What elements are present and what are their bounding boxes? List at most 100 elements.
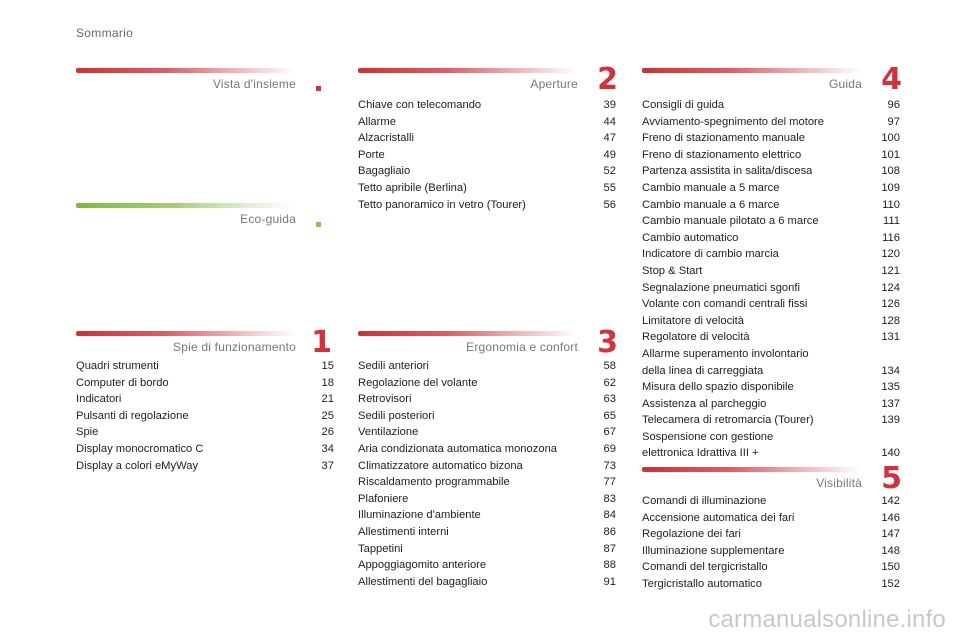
toc-entry[interactable]: Partenza assistita in salita/discesa 108	[642, 163, 900, 180]
toc-entry[interactable]: Illuminazione d'ambiente 84	[358, 507, 616, 524]
section-divider-bar	[76, 68, 296, 73]
toc-entry[interactable]: Tappetini 87	[358, 541, 616, 558]
toc-entry-label: Tetto panoramico in vetro (Tourer)	[358, 198, 526, 211]
toc-entry-page: 100	[881, 132, 900, 145]
toc-entry[interactable]: Aria condizionata automatica monozona 69	[358, 441, 616, 458]
toc-entry[interactable]: Indicatori 21	[76, 391, 334, 408]
toc-entry-page: 37	[321, 459, 334, 472]
section-marker-icon	[316, 222, 321, 227]
toc-list-visibilita: Comandi di illuminazione 142 Accensione au…	[642, 493, 900, 593]
section-eco-header: Eco-guida	[76, 203, 330, 233]
toc-entry[interactable]: Regolatore di velocità 131	[642, 329, 900, 346]
toc-entry[interactable]: Illuminazione supplementare 148	[642, 543, 900, 560]
toc-entry[interactable]: Assistenza al parcheggio 137	[642, 396, 900, 413]
toc-entry-page: 44	[603, 115, 616, 128]
toc-entry[interactable]: Pulsanti di regolazione 25	[76, 408, 334, 425]
toc-entry[interactable]: Cambio manuale a 5 marce 109	[642, 180, 900, 197]
toc-entry[interactable]: Retrovisori 63	[358, 391, 616, 408]
toc-entry-page: 146	[881, 511, 900, 524]
toc-entry[interactable]: Regolazione dei fari 147	[642, 526, 900, 543]
toc-entry[interactable]: Display monocromatico C 34	[76, 441, 334, 458]
toc-entry-label: Sospensione con gestione elettronica Idr…	[642, 430, 774, 460]
toc-entry[interactable]: Telecamera di retromarcia (Tourer) 139	[642, 412, 900, 429]
toc-entry-page: 101	[881, 148, 900, 161]
toc-entry-page: 137	[881, 397, 900, 410]
toc-entry[interactable]: Bagagliaio 52	[358, 163, 616, 180]
toc-entry[interactable]: Misura dello spazio disponibile 135	[642, 379, 900, 396]
toc-entry-page: 73	[603, 459, 616, 472]
toc-entry-page: 96	[887, 99, 900, 111]
toc-entry-label: Segnalazione pneumatici sgonfi	[642, 281, 800, 294]
section-marker-icon	[316, 86, 321, 91]
toc-entry-label: Indicatori	[76, 393, 122, 406]
toc-entry-page: 77	[603, 476, 616, 489]
toc-entry[interactable]: Tetto apribile (Berlina) 55	[358, 180, 616, 197]
toc-entry[interactable]: Spie 26	[76, 424, 334, 441]
toc-entry[interactable]: Sedili posteriori 65	[358, 408, 616, 425]
toc-entry[interactable]: Comandi di illuminazione 142	[642, 493, 900, 510]
toc-entry[interactable]: Allestimenti del bagagliaio 91	[358, 574, 616, 591]
toc-entry-page: 84	[603, 509, 616, 522]
section-divider-bar	[76, 203, 296, 208]
toc-entry-label: Cambio manuale a 6 marce	[642, 198, 780, 211]
toc-entry-label: Tappetini	[358, 542, 403, 555]
toc-entry[interactable]: Indicatore di cambio marcia 120	[642, 246, 900, 263]
toc-entry[interactable]: Stop & Start 121	[642, 263, 900, 280]
toc-entry[interactable]: Computer di bordo 18	[76, 375, 334, 392]
toc-entry-page: 25	[321, 409, 334, 422]
toc-entry-page: 67	[603, 426, 616, 439]
toc-entry-label: Porte	[358, 148, 385, 161]
toc-entry[interactable]: Cambio automatico 116	[642, 230, 900, 247]
toc-entry[interactable]: Segnalazione pneumatici sgonfi 124	[642, 280, 900, 297]
toc-entry[interactable]: Ventilazione 67	[358, 424, 616, 441]
toc-entry[interactable]: Quadri strumenti 15	[76, 358, 334, 375]
toc-entry[interactable]: Allestimenti interni 86	[358, 524, 616, 541]
section-number: 4	[881, 62, 902, 97]
toc-entry[interactable]: Plafoniere 83	[358, 491, 616, 508]
toc-entry[interactable]: Allarme superamento involontario della l…	[642, 346, 900, 379]
toc-entry[interactable]: Sedili anteriori 58	[358, 358, 616, 375]
toc-entry[interactable]: Sospensione con gestione elettronica Idr…	[642, 429, 900, 462]
section-title: Vista d'insieme	[212, 77, 296, 91]
toc-entry[interactable]: Accensione automatica dei fari 146	[642, 510, 900, 527]
toc-entry-label: Allarme	[358, 115, 396, 128]
section-guida-header: Guida 4	[642, 62, 902, 98]
toc-entry[interactable]: Freno di stazionamento elettrico 101	[642, 147, 900, 164]
toc-entry[interactable]: Freno di stazionamento manuale 100	[642, 130, 900, 147]
toc-entry-label: Sedili anteriori	[358, 360, 429, 372]
toc-entry[interactable]: Tergicristallo automatico 152	[642, 576, 900, 593]
toc-entry[interactable]: Porte 49	[358, 147, 616, 164]
section-divider-bar	[76, 331, 296, 336]
section-title: Visibilità	[816, 476, 862, 490]
toc-entry-label: Tergicristallo automatico	[642, 577, 763, 590]
toc-entry[interactable]: Comandi del tergicristallo 150	[642, 559, 900, 576]
toc-entry[interactable]: Volante con comandi centrali fissi 126	[642, 296, 900, 313]
toc-entry[interactable]: Allarme 44	[358, 114, 616, 131]
toc-entry-label: Telecamera di retromarcia (Tourer)	[642, 414, 814, 427]
toc-entry-page: 135	[881, 381, 900, 394]
toc-entry-page: 15	[321, 360, 334, 372]
toc-entry[interactable]: Appoggiagomito anteriore 88	[358, 557, 616, 574]
toc-entry[interactable]: Cambio manuale pilotato a 6 marce 111	[642, 213, 900, 230]
toc-entry[interactable]: Climatizzatore automatico bizona 73	[358, 458, 616, 475]
toc-entry-page: 131	[881, 331, 900, 344]
toc-entry[interactable]: Display a colori eMyWay 37	[76, 458, 334, 475]
toc-entry[interactable]: Tetto panoramico in vetro (Tourer) 56	[358, 197, 616, 214]
toc-entry[interactable]: Alzacristalli 47	[358, 130, 616, 147]
toc-entry-label: Comandi di illuminazione	[642, 495, 767, 507]
toc-entry-page: 21	[321, 393, 334, 406]
toc-entry-label: Limitatore di velocità	[642, 314, 744, 327]
toc-entry[interactable]: Limitatore di velocità 128	[642, 313, 900, 330]
toc-entry[interactable]: Avviamento-spegnimento del motore 97	[642, 114, 900, 131]
section-title: Aperture	[530, 77, 578, 91]
toc-entry[interactable]: Regolazione del volante 62	[358, 375, 616, 392]
toc-entry[interactable]: Cambio manuale a 6 marce 110	[642, 197, 900, 214]
toc-entry[interactable]: Chiave con telecomando 39	[358, 97, 616, 114]
section-divider-bar	[358, 331, 578, 336]
toc-entry-page: 65	[603, 409, 616, 422]
toc-entry[interactable]: Riscaldamento programmabile 77	[358, 474, 616, 491]
section-title: Eco-guida	[240, 212, 296, 226]
toc-entry-label: Display a colori eMyWay	[76, 459, 199, 472]
toc-entry[interactable]: Consigli di guida 96	[642, 97, 900, 114]
toc-entry-page: 108	[881, 165, 900, 178]
